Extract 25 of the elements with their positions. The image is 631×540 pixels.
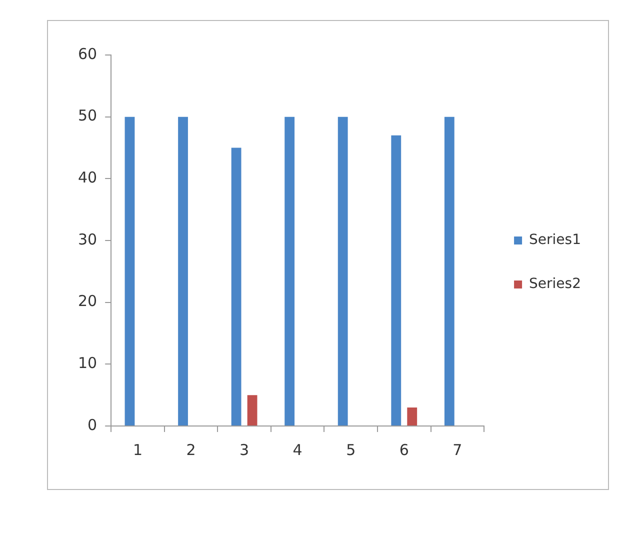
legend-label: Series1	[529, 232, 582, 248]
bar	[338, 116, 348, 426]
x-tick-label: 7	[452, 440, 462, 459]
x-tick-label: 3	[240, 440, 250, 459]
bar	[284, 116, 295, 426]
y-tick-label: 40	[78, 168, 98, 187]
bar	[124, 116, 135, 426]
y-tick-label: 10	[78, 354, 98, 372]
x-tick-label: 5	[346, 440, 356, 459]
x-tick-label: 2	[186, 440, 196, 459]
y-tick-label: 50	[78, 106, 98, 125]
bar	[231, 148, 242, 426]
bar	[178, 116, 188, 426]
legend-label: Series2	[529, 276, 582, 292]
bar	[444, 116, 454, 426]
y-tick-label: 0	[88, 416, 98, 434]
bar	[407, 407, 418, 426]
bar	[391, 135, 402, 426]
bar	[247, 395, 258, 426]
y-tick-label: 20	[78, 292, 98, 310]
y-tick-label: 30	[78, 230, 98, 248]
x-tick-label: 1	[132, 440, 142, 459]
x-tick-label: 6	[399, 440, 409, 459]
y-tick-label: 60	[78, 44, 98, 63]
x-tick-label: 4	[292, 440, 302, 459]
